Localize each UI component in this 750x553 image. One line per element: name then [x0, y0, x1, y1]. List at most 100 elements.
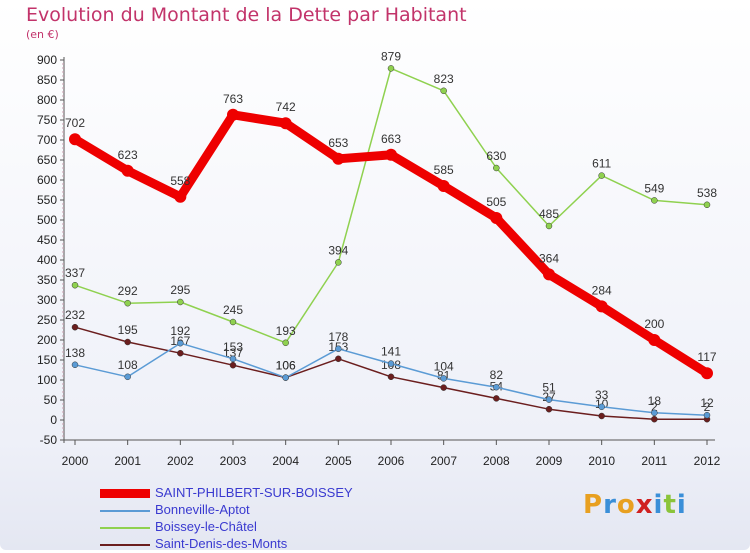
- legend-label: Bonneville-Aptot: [155, 502, 250, 517]
- data-label: 104: [434, 359, 454, 373]
- data-point: [703, 411, 711, 419]
- data-label: 33: [595, 388, 609, 402]
- data-label: 538: [697, 186, 717, 200]
- y-tick-label: 600: [37, 173, 57, 187]
- y-tick-label: 50: [44, 393, 58, 407]
- data-point: [229, 355, 237, 363]
- y-tick-label: 550: [37, 193, 57, 207]
- x-tick-label: 2010: [588, 454, 615, 468]
- data-point: [545, 222, 553, 230]
- x-tick-label: 2012: [694, 454, 721, 468]
- data-point: [332, 152, 345, 165]
- data-label: 823: [434, 72, 454, 86]
- x-tick-label: 2005: [325, 454, 352, 468]
- data-point: [545, 396, 553, 403]
- data-point: [493, 383, 500, 391]
- x-tick-label: 2001: [114, 454, 141, 468]
- legend-swatch: [100, 544, 150, 546]
- data-label: 284: [592, 283, 612, 297]
- data-label: 245: [223, 303, 243, 317]
- y-tick-label: 150: [37, 353, 57, 367]
- data-point: [174, 190, 187, 203]
- data-label: 394: [328, 243, 348, 257]
- y-tick-label: 500: [37, 213, 57, 227]
- legend-swatch: [100, 510, 150, 512]
- data-label: 82: [490, 368, 504, 382]
- data-point: [71, 281, 79, 289]
- data-label: 138: [65, 346, 85, 360]
- y-tick-label: 900: [37, 53, 57, 67]
- x-tick-label: 2006: [378, 454, 405, 468]
- data-label: 505: [486, 195, 506, 209]
- data-point: [493, 164, 500, 172]
- data-label: 106: [276, 359, 296, 373]
- data-point: [121, 164, 134, 177]
- data-label: 193: [276, 324, 296, 338]
- series-line: [74, 67, 708, 344]
- data-point: [543, 268, 555, 281]
- logo-letter: r: [603, 490, 617, 520]
- legend-label: Saint-Denis-des-Monts: [155, 536, 288, 551]
- y-tick-label: 350: [37, 273, 57, 287]
- x-tick-label: 2011: [641, 454, 667, 468]
- data-point: [598, 172, 605, 179]
- logo-letter: x: [635, 490, 654, 520]
- data-label: 702: [65, 116, 85, 130]
- data-point: [227, 108, 239, 121]
- data-point: [595, 300, 608, 313]
- legend-item: Bonneville-Aptot: [100, 502, 400, 519]
- data-label: 2: [704, 400, 711, 414]
- unit-label: (en €): [26, 28, 59, 41]
- data-point: [279, 117, 292, 130]
- data-label: 763: [223, 92, 243, 106]
- y-tick-label: 300: [37, 293, 57, 307]
- data-point: [651, 197, 658, 204]
- data-label: 18: [648, 394, 662, 408]
- data-point: [598, 403, 605, 411]
- data-point: [701, 367, 713, 380]
- data-point: [71, 361, 79, 369]
- data-label: 611: [592, 157, 611, 171]
- data-point: [440, 375, 447, 382]
- x-tick-label: 2009: [536, 454, 563, 468]
- data-point: [124, 338, 131, 346]
- data-point: [282, 339, 289, 347]
- y-tick-label: 650: [37, 153, 57, 167]
- data-label: 200: [644, 317, 664, 331]
- data-point: [177, 349, 184, 357]
- data-label: 558: [170, 174, 190, 188]
- x-tick-label: 2004: [272, 454, 299, 468]
- data-point: [440, 384, 447, 391]
- data-point: [69, 133, 81, 146]
- data-label: 153: [223, 340, 243, 354]
- data-point: [651, 415, 658, 423]
- x-tick-label: 2000: [62, 454, 89, 468]
- y-tick-label: 400: [37, 253, 57, 267]
- data-label: 292: [118, 284, 138, 298]
- legend-label: Boissey-le-Châtel: [155, 519, 257, 534]
- data-point: [229, 318, 237, 326]
- data-point: [124, 373, 131, 381]
- data-point: [437, 180, 450, 192]
- data-point: [387, 65, 395, 72]
- x-tick-label: 2008: [483, 454, 510, 468]
- legend-item: Boissey-le-Châtel: [100, 519, 400, 536]
- data-point: [335, 259, 342, 266]
- y-tick-label: 750: [37, 113, 57, 127]
- data-label: 485: [539, 207, 559, 221]
- data-label: 2: [651, 400, 658, 414]
- logo-letter: o: [616, 490, 636, 520]
- x-tick-label: 2002: [167, 454, 194, 468]
- data-label: 585: [434, 163, 454, 177]
- data-point: [703, 201, 711, 209]
- logo-letter: P: [583, 490, 604, 520]
- data-point: [177, 339, 184, 347]
- legend-swatch: [100, 527, 150, 529]
- chart-title: Evolution du Montant de la Dette par Hab…: [26, 4, 467, 26]
- proxiti-logo: Proxiti: [583, 490, 687, 520]
- data-point: [71, 323, 79, 331]
- data-point: [335, 345, 342, 353]
- data-point: [124, 299, 131, 307]
